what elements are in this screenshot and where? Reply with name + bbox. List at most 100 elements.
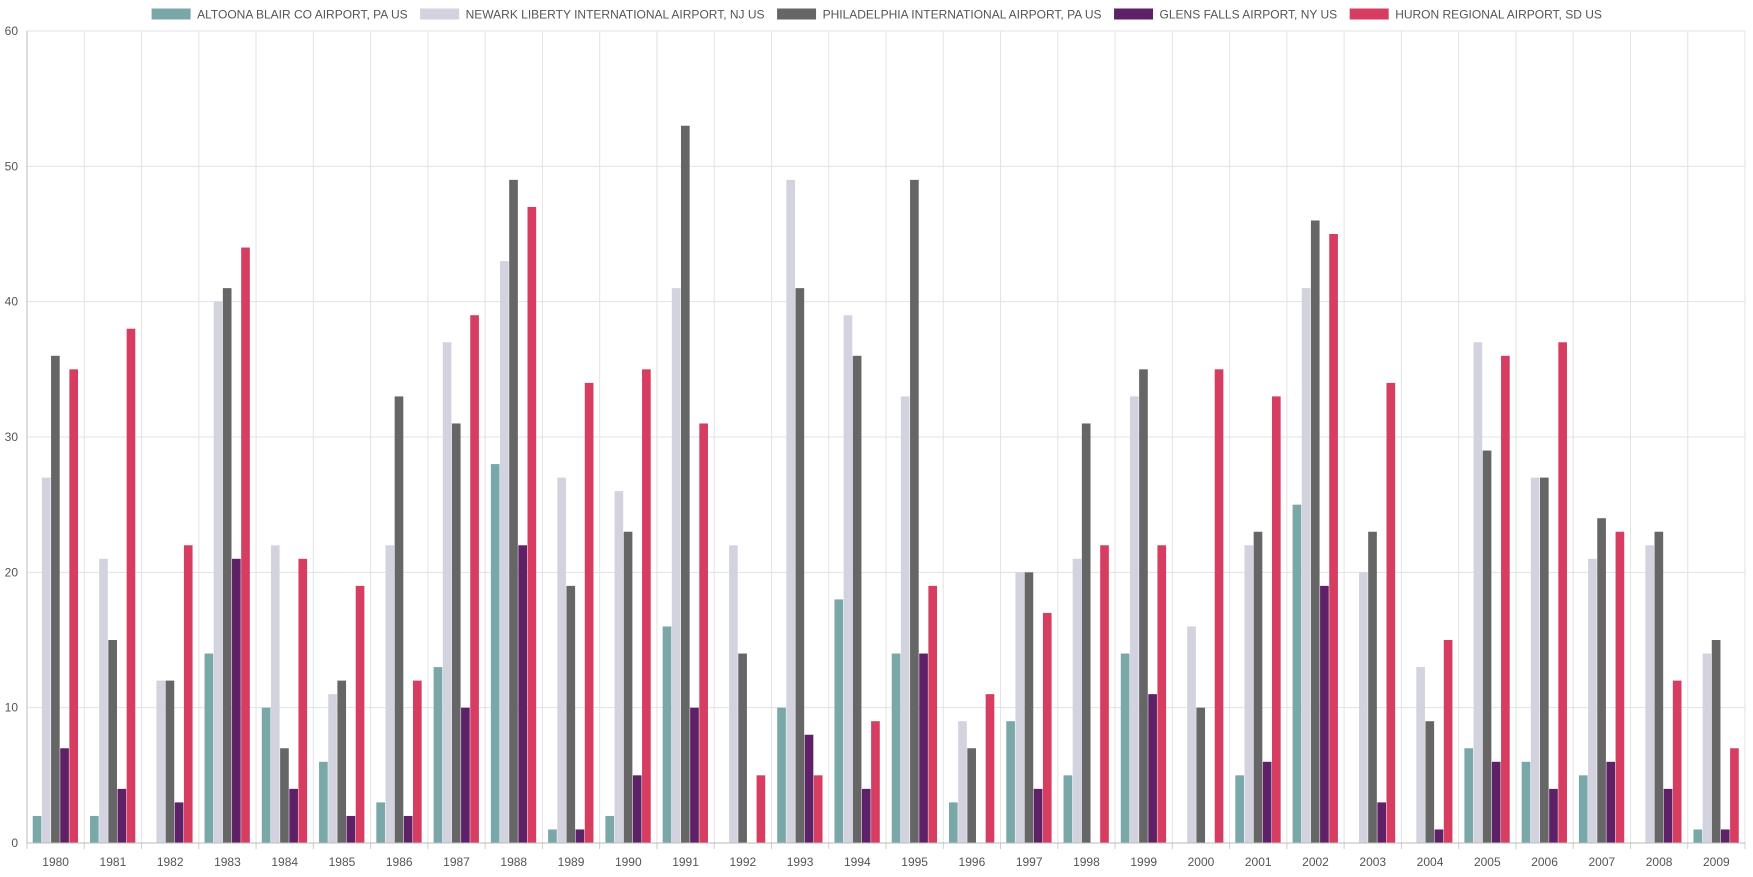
bar[interactable] xyxy=(433,667,443,843)
bar[interactable] xyxy=(60,748,69,843)
bar[interactable] xyxy=(1702,653,1712,843)
bar[interactable] xyxy=(1464,748,1474,843)
bar[interactable] xyxy=(117,788,127,843)
bar[interactable] xyxy=(1434,829,1444,843)
bar[interactable] xyxy=(557,477,566,843)
bar[interactable] xyxy=(156,680,166,843)
bar[interactable] xyxy=(527,206,537,843)
bar[interactable] xyxy=(690,707,699,843)
bar[interactable] xyxy=(1473,342,1483,843)
bar[interactable] xyxy=(204,653,214,843)
bar[interactable] xyxy=(500,261,509,844)
bar[interactable] xyxy=(1253,531,1263,843)
bar[interactable] xyxy=(270,545,280,843)
bar[interactable] xyxy=(1693,829,1703,843)
bar[interactable] xyxy=(222,288,232,844)
legend-item[interactable]: PHILADELPHIA INTERNATIONAL AIRPORT, PA U… xyxy=(776,7,1102,22)
bar[interactable] xyxy=(680,125,690,843)
bar[interactable] xyxy=(289,788,298,843)
bar[interactable] xyxy=(1606,761,1616,843)
bar[interactable] xyxy=(1271,396,1281,843)
bar[interactable] xyxy=(1368,531,1377,843)
bar[interactable] xyxy=(1187,626,1196,843)
bar[interactable] xyxy=(1235,775,1244,843)
bar[interactable] xyxy=(1539,477,1549,843)
bar[interactable] xyxy=(1615,531,1625,843)
bar[interactable] xyxy=(1521,761,1531,843)
bar[interactable] xyxy=(584,382,594,843)
bar[interactable] xyxy=(69,369,79,843)
bar[interactable] xyxy=(403,815,413,843)
bar[interactable] xyxy=(852,355,862,843)
bar[interactable] xyxy=(605,815,615,843)
bar[interactable] xyxy=(1063,775,1073,843)
bar[interactable] xyxy=(1386,382,1396,843)
bar[interactable] xyxy=(1033,788,1043,843)
bar[interactable] xyxy=(1558,342,1567,843)
bar[interactable] xyxy=(1730,748,1739,843)
bar[interactable] xyxy=(575,829,585,843)
bar[interactable] xyxy=(1482,450,1492,843)
bar[interactable] xyxy=(671,288,681,844)
bar[interactable] xyxy=(412,680,422,843)
bar[interactable] xyxy=(919,653,928,843)
bar[interactable] xyxy=(1310,220,1320,843)
bar[interactable] xyxy=(891,653,901,843)
bar[interactable] xyxy=(99,558,108,843)
bar[interactable] xyxy=(1148,694,1157,843)
bar[interactable] xyxy=(1320,585,1329,843)
bar[interactable] xyxy=(1015,572,1025,843)
bar[interactable] xyxy=(1549,788,1558,843)
bar[interactable] xyxy=(183,545,193,843)
bar[interactable] xyxy=(795,288,805,844)
bar[interactable] xyxy=(1672,680,1682,843)
bar[interactable] xyxy=(1491,761,1501,843)
bar[interactable] xyxy=(1100,545,1109,843)
bar[interactable] xyxy=(804,734,814,843)
bar[interactable] xyxy=(355,585,365,843)
bar[interactable] xyxy=(165,680,175,843)
bar[interactable] xyxy=(738,653,747,843)
bar[interactable] xyxy=(1597,518,1606,843)
bar[interactable] xyxy=(518,545,528,843)
bar[interactable] xyxy=(126,328,136,843)
bar[interactable] xyxy=(1443,640,1453,843)
legend-item[interactable]: ALTOONA BLAIR CO AIRPORT, PA US xyxy=(150,7,408,22)
bar[interactable] xyxy=(385,545,395,843)
bar[interactable] xyxy=(967,748,976,843)
bar[interactable] xyxy=(642,369,651,843)
bar[interactable] xyxy=(948,802,958,843)
bar[interactable] xyxy=(337,680,347,843)
bar[interactable] xyxy=(461,707,470,843)
bar[interactable] xyxy=(280,748,289,843)
bar[interactable] xyxy=(910,179,919,843)
bar[interactable] xyxy=(1588,558,1597,843)
bar[interactable] xyxy=(834,599,844,843)
bar[interactable] xyxy=(1654,531,1664,843)
bar[interactable] xyxy=(376,802,385,843)
bar[interactable] xyxy=(1720,829,1730,843)
bar[interactable] xyxy=(871,721,880,843)
bar[interactable] xyxy=(1359,572,1368,843)
bar[interactable] xyxy=(548,829,557,843)
bar[interactable] xyxy=(442,342,452,843)
bar[interactable] xyxy=(232,558,241,843)
bar[interactable] xyxy=(623,531,633,843)
bar[interactable] xyxy=(566,585,576,843)
bar[interactable] xyxy=(1329,234,1338,843)
bar[interactable] xyxy=(213,301,223,844)
bar[interactable] xyxy=(1024,572,1034,843)
bar[interactable] xyxy=(328,694,337,843)
bar[interactable] xyxy=(1120,653,1130,843)
bar[interactable] xyxy=(470,315,479,843)
legend-item[interactable]: NEWARK LIBERTY INTERNATIONAL AIRPORT, NJ… xyxy=(419,7,765,22)
bar[interactable] xyxy=(632,775,642,843)
bar[interactable] xyxy=(1292,504,1302,843)
bar[interactable] xyxy=(777,707,786,843)
bar[interactable] xyxy=(1301,288,1311,844)
bar[interactable] xyxy=(1081,423,1091,843)
bar[interactable] xyxy=(451,423,461,843)
bar[interactable] xyxy=(614,491,624,843)
bar[interactable] xyxy=(1042,612,1052,843)
bar[interactable] xyxy=(108,640,117,843)
